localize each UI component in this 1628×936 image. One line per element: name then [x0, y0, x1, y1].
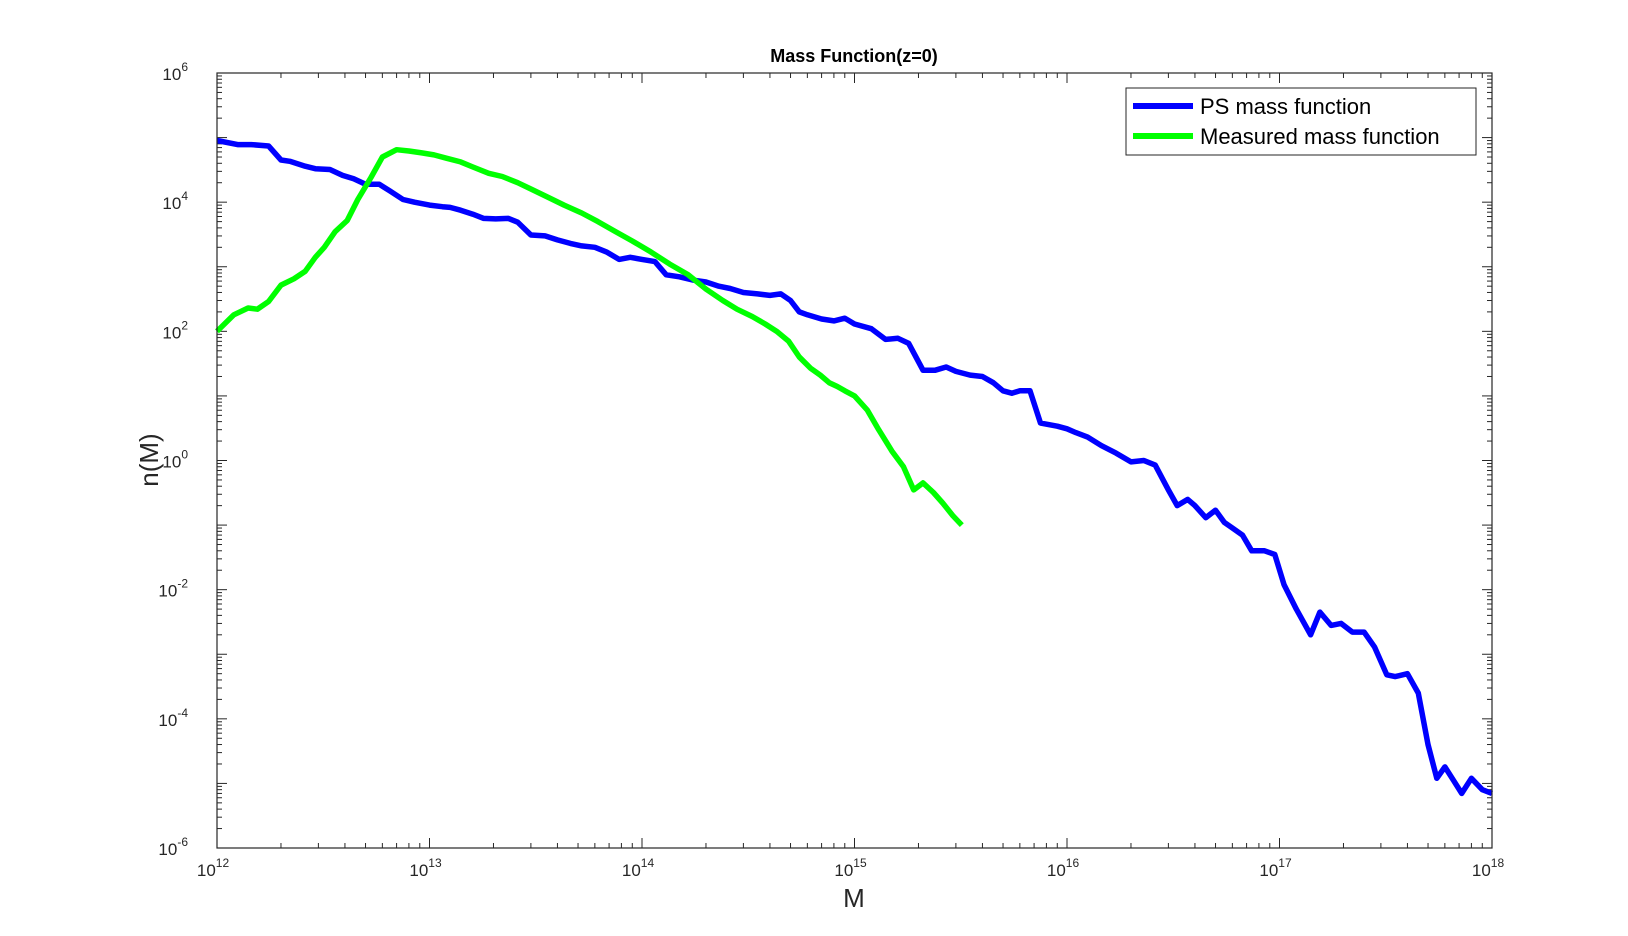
x-tick-label: 1017 [1259, 856, 1292, 880]
y-tick-label: 100 [162, 448, 188, 472]
x-tick-label: 1012 [197, 856, 230, 880]
y-tick-label: 106 [162, 60, 188, 84]
x-tick-label: 1014 [622, 856, 655, 880]
plot-area [217, 73, 1492, 848]
chart-title: Mass Function(z=0) [770, 46, 938, 66]
minor-ticks [217, 73, 1492, 848]
x-tick-label: 1018 [1472, 856, 1505, 880]
series-line-ps [216, 137, 1493, 797]
series-line-measured [215, 146, 964, 527]
plot-frame [216, 72, 1493, 849]
x-axis-label: M [843, 883, 865, 913]
y-tick-label: 10-4 [158, 706, 188, 730]
series-lines [215, 137, 1493, 797]
y-tick-label: 10-2 [158, 577, 188, 601]
y-axis-label: n(M) [134, 433, 164, 486]
legend-box [1125, 87, 1477, 156]
y-tick-label: 102 [162, 318, 188, 342]
y-tick-label: 104 [162, 189, 188, 213]
y-tick-labels: 10-6 10-4 10-2 100 102 104 106 [158, 60, 188, 859]
x-tick-labels: 1012 1013 1014 1015 1016 1017 1018 [197, 856, 1505, 880]
legend: PS mass function Measured mass function [1125, 87, 1477, 156]
x-tick-label: 1015 [834, 856, 867, 880]
legend-label-measured: Measured mass function [1200, 124, 1440, 149]
y-tick-label: 10-6 [158, 835, 188, 859]
x-tick-label: 1016 [1047, 856, 1080, 880]
x-tick-label: 1013 [409, 856, 442, 880]
legend-label-ps: PS mass function [1200, 94, 1371, 119]
